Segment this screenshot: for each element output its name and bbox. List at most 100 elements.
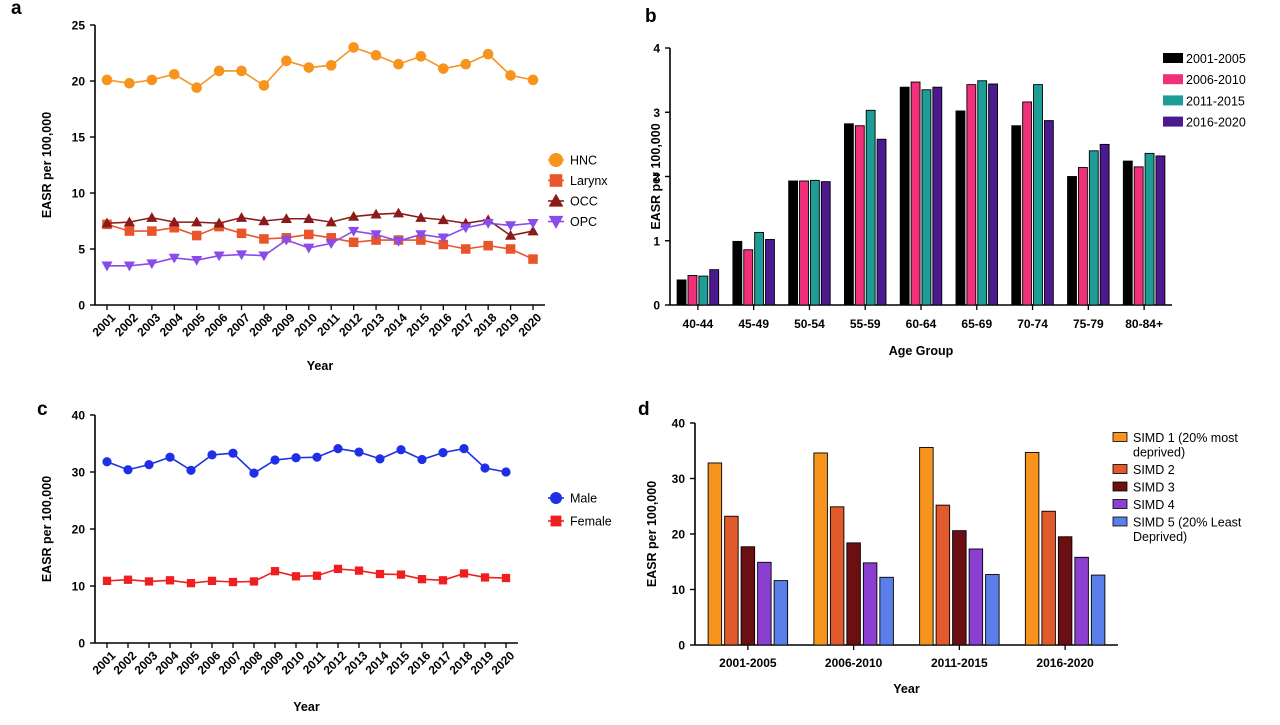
- data-point: [169, 222, 180, 233]
- chart-panel-b: 0 1 2 3 4 EASR per 100,000 Age Group b 40-44 45-4…: [645, 6, 1246, 358]
- data-point: [102, 576, 112, 586]
- data-point: [333, 564, 343, 574]
- data-point: [146, 212, 158, 222]
- data-point: [165, 576, 175, 585]
- data-point: [303, 243, 315, 254]
- chart-panel-d: 0 10 20 30 40 EASR per 100,000 Year d 2001-2005 2…: [638, 399, 1242, 696]
- bar: [732, 240, 743, 306]
- data-point: [168, 216, 180, 227]
- legend-label: SIMD 4: [1133, 498, 1175, 512]
- series-hnc: [101, 42, 539, 94]
- legend-label: Male: [570, 492, 597, 506]
- bar: [865, 109, 876, 306]
- bar: [1067, 176, 1077, 306]
- data-point: [191, 216, 203, 227]
- data-point: [548, 193, 564, 207]
- bar: [968, 548, 984, 646]
- data-point: [482, 219, 494, 229]
- bar: [988, 83, 999, 306]
- legend-swatch: [1163, 116, 1183, 127]
- data-point: [280, 213, 292, 223]
- data-point: [186, 465, 196, 475]
- data-point: [505, 70, 516, 81]
- y-tick-label: 20: [672, 528, 686, 542]
- data-point: [438, 576, 448, 585]
- data-point: [191, 82, 202, 94]
- bar: [743, 249, 754, 306]
- data-point: [348, 226, 360, 237]
- data-point: [548, 215, 564, 229]
- panel-letter: b: [645, 6, 657, 27]
- y-tick-label: 1: [653, 234, 660, 248]
- bar: [1043, 120, 1054, 306]
- data-point: [168, 68, 180, 80]
- data-point: [415, 51, 427, 62]
- data-point: [207, 450, 217, 460]
- data-point: [258, 215, 270, 226]
- bar: [919, 446, 934, 646]
- x-tick-label: 2015: [403, 310, 432, 339]
- data-point: [207, 576, 217, 586]
- y-tick-label: 4: [653, 42, 660, 56]
- legend-label: Deprived): [1133, 530, 1187, 544]
- y-axis-title: EASR per 100,000: [40, 112, 54, 218]
- data-point: [325, 60, 337, 71]
- x-tick-label: 2020: [516, 310, 545, 339]
- data-point: [417, 575, 427, 584]
- y-tick-label: 25: [72, 19, 86, 33]
- x-tick-label: 2006-2010: [825, 656, 883, 670]
- data-point: [147, 226, 157, 236]
- x-axis-title: Age Group: [889, 344, 954, 358]
- data-point: [124, 77, 135, 89]
- data-point: [392, 236, 405, 247]
- data-point: [144, 577, 154, 586]
- data-point: [437, 233, 449, 244]
- legend-label: SIMD 3: [1133, 481, 1175, 495]
- x-tick-label: 2001: [90, 310, 119, 339]
- data-point: [396, 570, 406, 579]
- x-tick-label: 2017: [448, 310, 477, 339]
- data-point: [270, 455, 280, 465]
- legend-label: 2011-2015: [1186, 94, 1245, 108]
- bar: [1041, 510, 1056, 646]
- bar: [754, 231, 765, 306]
- y-tick-label: 0: [678, 639, 685, 653]
- data-point: [123, 261, 135, 272]
- data-point: [186, 579, 196, 588]
- data-point: [505, 244, 516, 254]
- bar: [799, 180, 809, 306]
- data-point: [304, 229, 314, 240]
- bar: [1133, 166, 1144, 306]
- bar: [829, 506, 845, 646]
- bar: [813, 452, 828, 646]
- x-tick-label: 2004: [157, 310, 186, 339]
- legend-label: SIMD 1 (20% most: [1133, 431, 1238, 445]
- panel-letter: c: [37, 399, 48, 420]
- legend-label: 2006-2010: [1186, 73, 1246, 87]
- bar: [843, 123, 854, 306]
- data-point: [236, 228, 247, 239]
- x-tick-label: 50-54: [794, 317, 825, 331]
- legend-label: Female: [570, 515, 612, 529]
- legend-label: 2001-2005: [1186, 52, 1246, 66]
- bar: [698, 275, 709, 306]
- legend-swatch: [1163, 74, 1183, 85]
- data-point: [501, 573, 511, 583]
- y-tick-label: 3: [653, 106, 660, 120]
- x-tick-label: 2013: [359, 310, 388, 339]
- data-point: [460, 58, 472, 70]
- x-tick-label: 2016-2020: [1036, 656, 1094, 670]
- data-point: [527, 74, 539, 86]
- data-point: [371, 235, 381, 245]
- data-point: [291, 453, 301, 463]
- data-point: [333, 444, 343, 454]
- data-point: [168, 253, 180, 264]
- x-tick-label: 2006: [202, 310, 231, 339]
- data-point: [102, 457, 112, 467]
- y-tick-label: 2: [653, 170, 660, 184]
- data-point: [325, 216, 337, 227]
- data-point: [236, 65, 247, 77]
- x-tick-label: 55-59: [850, 317, 881, 331]
